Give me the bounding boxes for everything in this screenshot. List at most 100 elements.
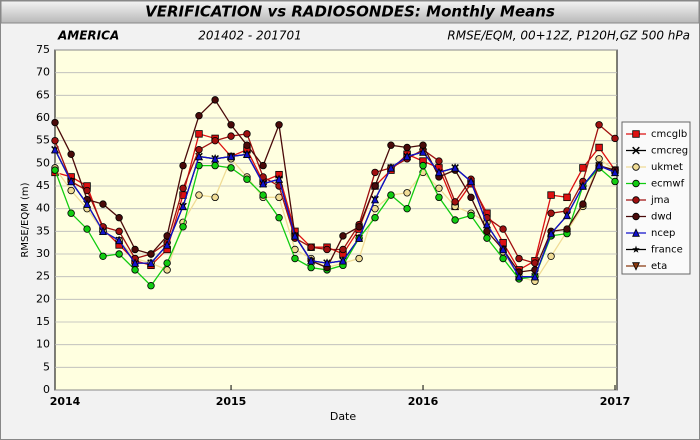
y-tick-label: 65	[36, 88, 50, 101]
marker	[179, 161, 187, 170]
period: 201402 - 201701	[198, 29, 302, 43]
marker	[419, 147, 427, 156]
marker	[51, 166, 59, 174]
marker	[403, 189, 411, 197]
marker	[243, 149, 251, 158]
marker	[515, 271, 523, 281]
marker	[115, 250, 123, 258]
marker	[99, 252, 107, 260]
marker	[515, 254, 523, 263]
marker	[227, 151, 235, 161]
legend-label: ecmwf	[651, 179, 685, 190]
chart-title: VERIFICATION vs RADIOSONDES: Monthly Mea…	[145, 3, 555, 21]
marker	[355, 223, 363, 231]
marker	[371, 182, 379, 190]
marker	[435, 193, 443, 202]
marker	[531, 271, 539, 281]
marker	[211, 96, 219, 104]
marker	[195, 191, 203, 199]
marker	[371, 168, 379, 177]
legend-label: jma	[650, 195, 670, 206]
marker	[131, 258, 139, 267]
marker	[339, 232, 347, 240]
x-tick-label: 2014	[50, 395, 81, 408]
y-tick-label: 40	[36, 202, 50, 215]
marker	[579, 164, 587, 172]
marker	[307, 263, 315, 272]
y-tick-label: 55	[36, 134, 50, 147]
marker	[499, 244, 508, 254]
legend-label: ukmet	[651, 162, 683, 173]
marker	[563, 193, 571, 202]
x-tick-label: 2015	[216, 395, 247, 408]
legend-label: dwd	[651, 212, 672, 223]
marker	[163, 266, 171, 274]
legend-marker	[632, 130, 640, 138]
marker	[563, 225, 571, 233]
marker	[99, 226, 107, 236]
marker	[339, 245, 347, 254]
marker	[179, 223, 187, 231]
marker	[595, 143, 603, 152]
marker	[147, 250, 155, 258]
marker	[163, 240, 172, 249]
marker	[579, 200, 587, 208]
y-tick-label: 15	[36, 315, 50, 328]
marker	[419, 161, 427, 170]
marker	[435, 184, 443, 192]
region: AMERICA	[57, 29, 119, 43]
title-bar	[0, 0, 700, 24]
marker	[291, 231, 299, 240]
marker	[259, 161, 267, 170]
marker	[547, 252, 555, 260]
y-tick-label: 50	[36, 156, 50, 169]
legend-label: ncep	[651, 228, 675, 239]
marker	[403, 151, 412, 161]
marker	[563, 210, 571, 220]
x-axis-label: Date	[330, 410, 357, 423]
marker	[211, 193, 219, 202]
marker	[611, 177, 619, 186]
marker	[467, 211, 475, 220]
marker	[227, 132, 235, 140]
marker	[275, 174, 283, 183]
marker	[467, 193, 475, 202]
marker	[483, 219, 491, 229]
legend-label: france	[651, 245, 683, 256]
y-tick-label: 30	[36, 247, 50, 260]
y-tick-label: 10	[36, 338, 50, 351]
marker	[579, 181, 587, 190]
marker	[387, 191, 395, 199]
marker	[291, 254, 299, 263]
marker	[211, 154, 220, 163]
legend-label: cmcreg	[651, 146, 688, 157]
marker	[51, 136, 59, 145]
marker	[67, 150, 75, 158]
plot-area	[54, 49, 618, 391]
y-tick-label: 20	[36, 292, 50, 305]
marker	[83, 199, 91, 208]
marker	[131, 266, 139, 274]
marker	[451, 198, 459, 206]
y-tick-label: 25	[36, 270, 50, 283]
marker	[387, 141, 395, 149]
marker	[147, 258, 155, 267]
marker	[115, 227, 123, 236]
y-tick-label: 35	[36, 224, 50, 237]
legend-marker	[632, 196, 640, 204]
marker	[195, 112, 203, 120]
marker	[227, 164, 235, 172]
y-tick-label: 5	[43, 360, 50, 373]
legend-marker	[632, 179, 640, 188]
marker	[451, 216, 459, 224]
marker	[307, 243, 315, 251]
x-tick-label: 2017	[600, 395, 631, 408]
marker	[611, 167, 619, 177]
marker	[179, 184, 187, 192]
marker	[99, 200, 107, 208]
marker	[595, 121, 603, 129]
marker	[547, 228, 555, 238]
marker	[259, 178, 268, 188]
marker	[163, 259, 171, 267]
